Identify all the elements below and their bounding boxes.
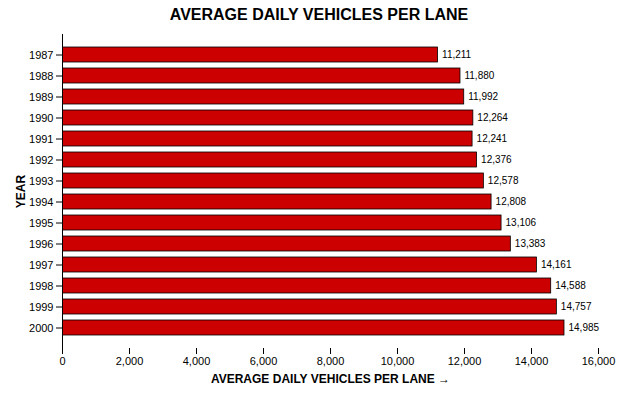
svg-text:12,578: 12,578 bbox=[488, 175, 519, 186]
svg-text:1999: 1999 bbox=[29, 301, 53, 313]
svg-text:1990: 1990 bbox=[29, 112, 53, 124]
svg-text:6,000: 6,000 bbox=[250, 355, 278, 367]
svg-text:1994: 1994 bbox=[29, 196, 53, 208]
svg-text:16,000: 16,000 bbox=[582, 355, 616, 367]
svg-text:14,985: 14,985 bbox=[568, 322, 599, 333]
svg-text:4,000: 4,000 bbox=[183, 355, 211, 367]
svg-text:8,000: 8,000 bbox=[317, 355, 345, 367]
svg-text:0: 0 bbox=[59, 355, 65, 367]
svg-text:1996: 1996 bbox=[29, 238, 53, 250]
svg-text:YEAR: YEAR bbox=[14, 174, 28, 208]
svg-text:1991: 1991 bbox=[29, 133, 53, 145]
svg-text:13,106: 13,106 bbox=[506, 217, 537, 228]
svg-text:12,264: 12,264 bbox=[477, 112, 508, 123]
html-text:AVERAGE DAILY VEHICLES PER LAN: AVERAGE DAILY VEHICLES PER LANE bbox=[169, 6, 469, 23]
svg-text:1998: 1998 bbox=[29, 280, 53, 292]
svg-text:12,241: 12,241 bbox=[477, 133, 508, 144]
svg-text:10,000: 10,000 bbox=[381, 355, 415, 367]
svg-text:14,000: 14,000 bbox=[515, 355, 549, 367]
svg-text:1987: 1987 bbox=[29, 49, 53, 61]
svg-text:1995: 1995 bbox=[29, 217, 53, 229]
svg-text:14,588: 14,588 bbox=[555, 280, 586, 291]
svg-text:12,376: 12,376 bbox=[481, 154, 512, 165]
svg-text:1993: 1993 bbox=[29, 175, 53, 187]
svg-text:AVERAGE DAILY VEHICLES PER LAN: AVERAGE DAILY VEHICLES PER LANE → bbox=[211, 372, 450, 386]
svg-text:11,992: 11,992 bbox=[468, 91, 498, 102]
svg-text:12,000: 12,000 bbox=[448, 355, 482, 367]
svg-text:2,000: 2,000 bbox=[116, 355, 144, 367]
svg-text:1988: 1988 bbox=[29, 70, 53, 82]
svg-text:1997: 1997 bbox=[29, 259, 53, 271]
svg-text:14,161: 14,161 bbox=[541, 259, 572, 270]
svg-text:1989: 1989 bbox=[29, 91, 53, 103]
svg-text:11,211: 11,211 bbox=[442, 49, 472, 60]
svg-text:14,757: 14,757 bbox=[561, 301, 592, 312]
svg-text:12,808: 12,808 bbox=[496, 196, 527, 207]
svg-text:2000: 2000 bbox=[29, 322, 53, 334]
svg-text:13,383: 13,383 bbox=[515, 238, 546, 249]
svg-text:11,880: 11,880 bbox=[464, 70, 494, 81]
svg-text:1992: 1992 bbox=[29, 154, 53, 166]
